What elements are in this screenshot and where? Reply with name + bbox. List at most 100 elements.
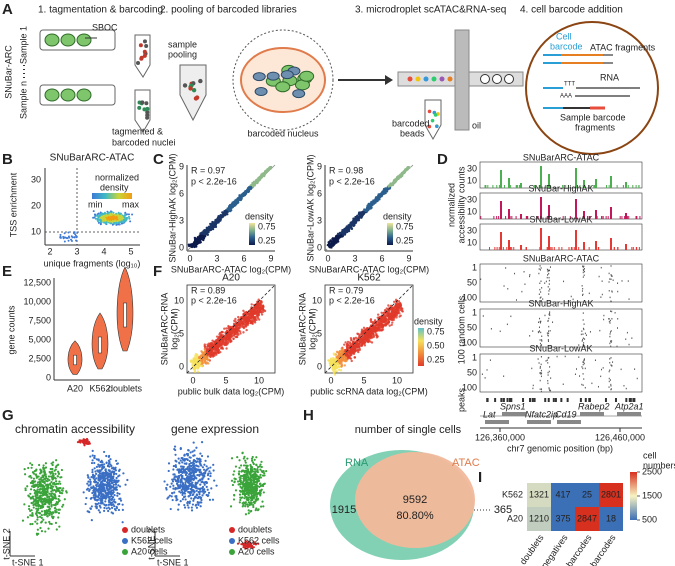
point <box>211 225 215 228</box>
point <box>360 328 364 331</box>
peak <box>519 185 521 188</box>
point <box>97 221 100 224</box>
point <box>208 347 212 351</box>
tick-label: 5 <box>361 375 366 385</box>
point <box>213 222 216 225</box>
tick-label: A20 <box>67 383 83 393</box>
point <box>226 213 229 216</box>
cell <box>54 509 57 513</box>
fragment <box>550 389 552 392</box>
point <box>250 183 254 187</box>
point <box>99 211 102 214</box>
fragment <box>612 279 614 281</box>
peak <box>520 183 522 188</box>
peak-mark <box>529 398 532 402</box>
tick-label: 12,500 <box>23 277 51 287</box>
cell <box>91 491 94 495</box>
axis-label: SNuBar-LowAK log₂(CPM) <box>305 154 315 261</box>
cell <box>57 463 60 466</box>
fragment <box>600 266 602 269</box>
peak <box>594 185 596 188</box>
tick-label: 10 <box>392 375 402 385</box>
peak <box>621 216 623 219</box>
point <box>342 231 346 235</box>
cell <box>58 508 61 511</box>
point <box>378 196 381 199</box>
point <box>250 316 253 319</box>
caption: barcoded <box>392 118 430 128</box>
peak-mark <box>531 398 534 402</box>
caption: RNA <box>600 72 619 82</box>
fragment <box>609 335 611 338</box>
fragment <box>611 365 613 367</box>
fragment <box>540 369 542 372</box>
point <box>338 360 342 364</box>
peak <box>510 185 512 188</box>
point <box>256 179 259 183</box>
colorbar <box>92 193 132 199</box>
peak <box>562 216 564 219</box>
point <box>235 323 238 326</box>
point <box>357 216 361 220</box>
fragment <box>547 382 549 385</box>
cell <box>56 487 59 490</box>
point <box>326 243 330 247</box>
bead <box>447 76 453 82</box>
point <box>110 214 113 217</box>
cell <box>40 505 43 508</box>
cell <box>57 482 60 485</box>
point <box>346 340 350 344</box>
cell <box>37 485 40 489</box>
peak <box>508 178 510 188</box>
nucleus <box>144 101 149 106</box>
stat: R = 0.89 <box>191 285 225 295</box>
point <box>359 340 362 344</box>
fragment <box>539 379 541 382</box>
stat: p < 2.2e-16 <box>329 176 375 186</box>
fragment <box>584 367 586 370</box>
peak <box>583 242 585 250</box>
point <box>401 307 404 311</box>
peak <box>509 247 511 250</box>
fragment <box>503 285 505 287</box>
zoom <box>232 29 334 131</box>
point <box>398 175 401 178</box>
cell <box>44 530 47 533</box>
point <box>379 326 382 329</box>
cell <box>48 479 51 482</box>
track-title: SNuBar-LowAK <box>529 343 592 353</box>
cell <box>56 475 60 478</box>
legend-title: density <box>100 182 129 192</box>
cell <box>29 492 32 495</box>
fragment <box>582 287 584 290</box>
diagonal <box>324 284 414 374</box>
fragment <box>611 275 613 277</box>
fragment <box>609 342 611 345</box>
peak <box>631 247 633 250</box>
axis-label: SNuBarARC-ATAC log₂(CPM) <box>171 264 291 274</box>
point <box>387 185 390 188</box>
peak <box>500 232 502 250</box>
point <box>246 321 250 325</box>
cell <box>53 483 57 486</box>
tick-label: 6 <box>317 188 322 198</box>
axis-label: TSS enrichment <box>8 172 18 237</box>
fragment <box>506 323 508 326</box>
caption: sample <box>168 39 197 49</box>
tick-label: 5 <box>128 246 133 256</box>
tick-label: K562 <box>89 383 110 393</box>
peak <box>493 216 495 219</box>
fragment <box>503 375 505 377</box>
point <box>387 309 390 312</box>
axis-label: log₂(CPM) <box>307 308 317 350</box>
cell <box>33 470 36 473</box>
bead <box>427 109 432 114</box>
cell <box>54 507 57 510</box>
point <box>333 373 337 376</box>
point <box>383 313 386 317</box>
peak <box>517 185 519 188</box>
peak-mark <box>502 398 505 402</box>
cell <box>36 483 39 486</box>
cell <box>40 476 43 479</box>
peak <box>496 216 498 219</box>
